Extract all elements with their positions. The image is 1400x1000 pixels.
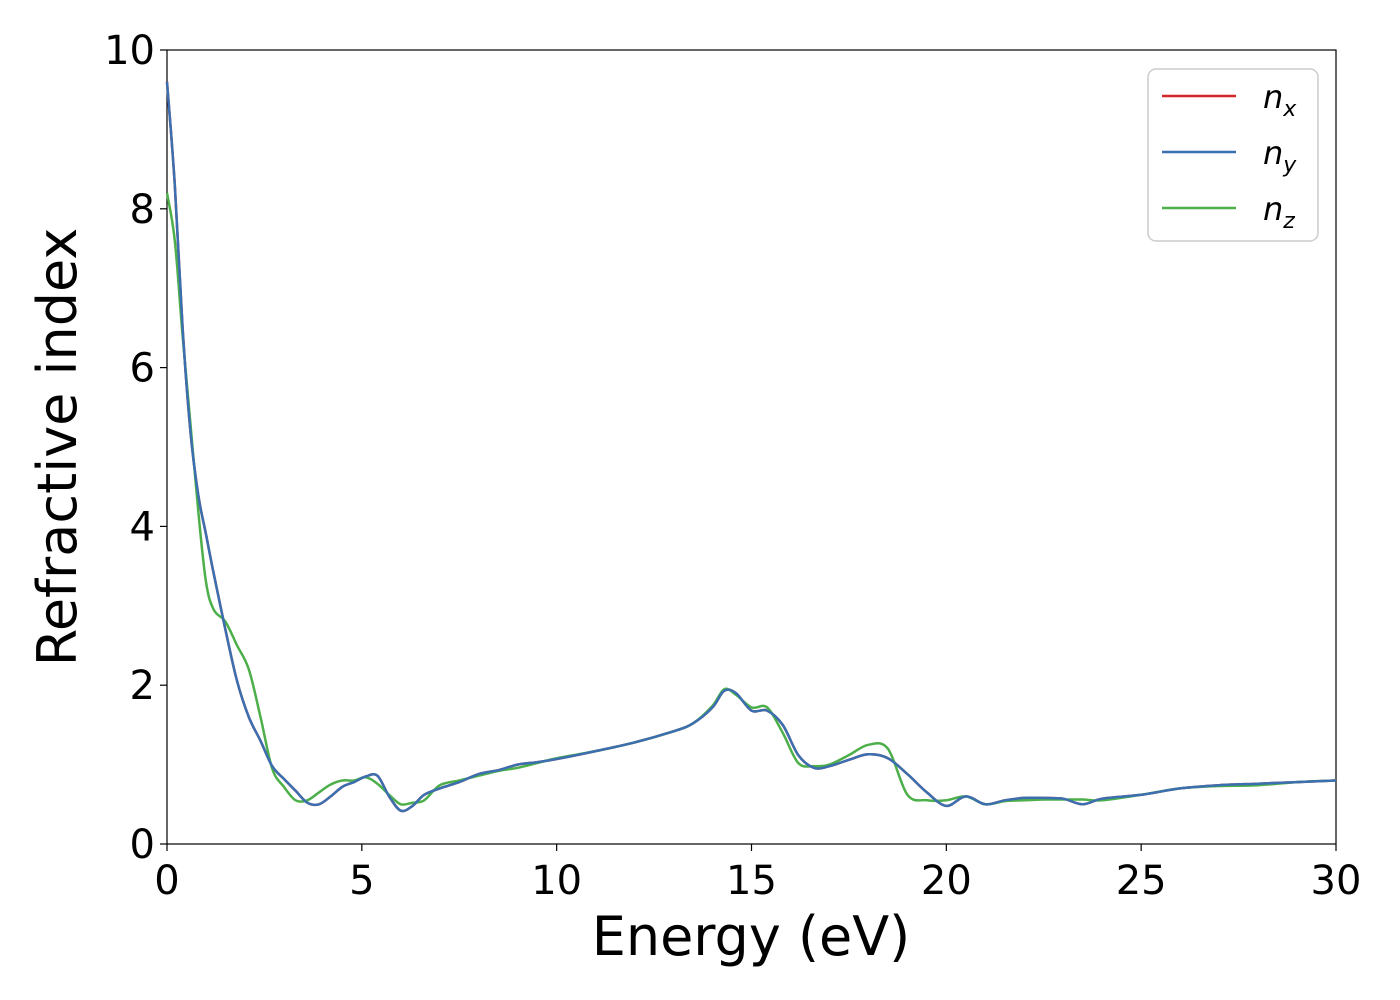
ticks-layer: 0 5 10 15 20 25 30 0 2 4 6 8 10 [104, 28, 1361, 904]
series-layer [165, 81, 1337, 813]
x-tick-label: 0 [154, 858, 179, 904]
y-tick-label: 6 [130, 346, 155, 392]
x-tick-label: 20 [921, 858, 972, 904]
x-tick-label: 25 [1116, 858, 1167, 904]
y-tick-label: 8 [130, 187, 155, 233]
legend-frame [1147, 68, 1319, 242]
y-axis-label: Refractive index [26, 228, 89, 667]
series-line-ny [165, 81, 1337, 813]
legend: nx ny nz [1147, 68, 1319, 242]
x-tick-label: 5 [349, 858, 374, 904]
x-axis-label: Energy (eV) [592, 905, 911, 968]
x-tick-label: 10 [531, 858, 582, 904]
y-tick-label: 0 [130, 822, 155, 868]
y-tick-label: 10 [104, 28, 155, 74]
x-tick-label: 15 [726, 858, 777, 904]
legend-label-ny: ny [1263, 134, 1297, 178]
y-tick-label: 2 [130, 663, 155, 709]
x-tick-label: 30 [1311, 858, 1362, 904]
y-tick-label: 4 [130, 504, 155, 550]
legend-label-nx: nx [1263, 78, 1297, 122]
legend-label-nz: nz [1263, 190, 1295, 234]
